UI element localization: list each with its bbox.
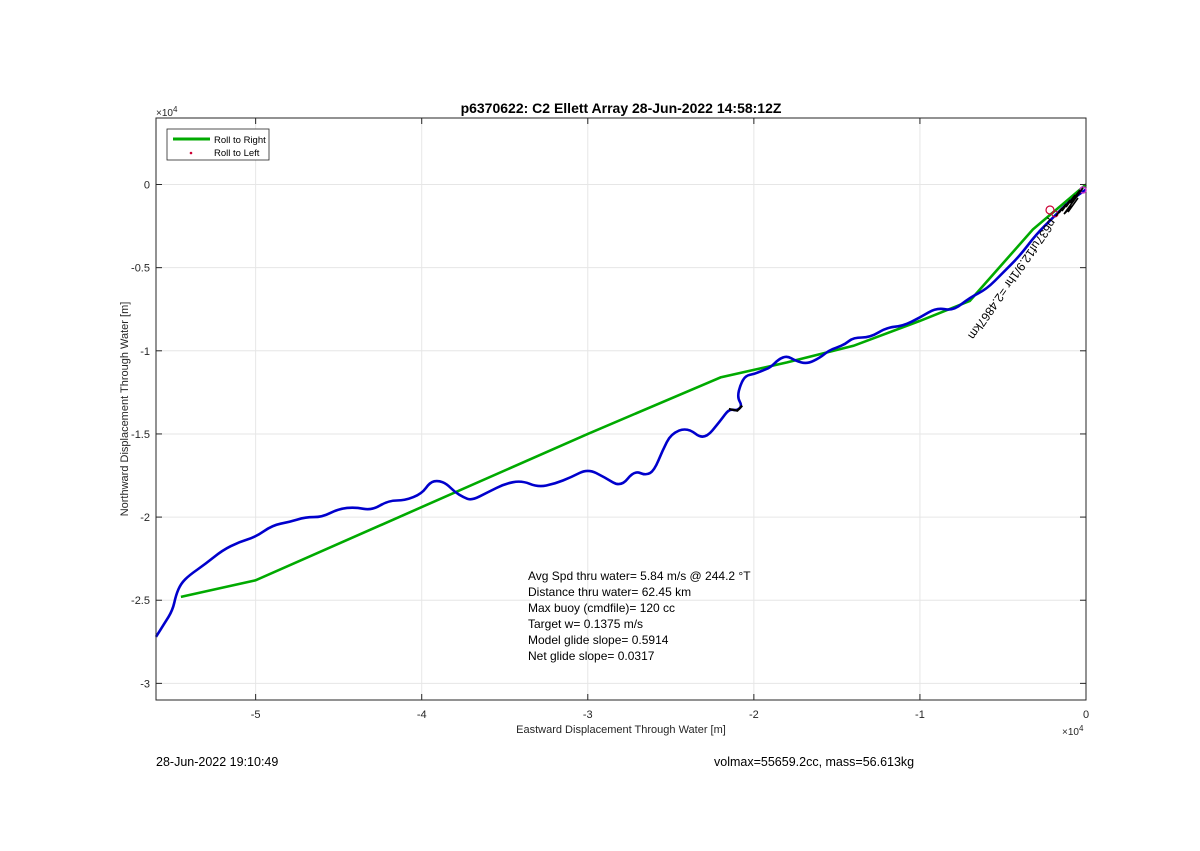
x-tick-label: -5 (251, 709, 261, 721)
y-tick-label: -1.5 (131, 429, 150, 441)
y-exponent-label: ×104 (156, 105, 178, 119)
start-cluster-markers (1045, 186, 1087, 218)
stats-line-net-glide: Net glide slope= 0.0317 (528, 649, 655, 663)
chart-title: p6370622: C2 Ellett Array 28-Jun-2022 14… (461, 100, 782, 116)
stats-line-max-buoy: Max buoy (cmdfile)= 120 cc (528, 601, 675, 615)
footer-volmax-mass: volmax=55659.2cc, mass=56.613kg (714, 755, 915, 769)
legend-box (166, 128, 270, 161)
stats-line-distance: Distance thru water= 62.45 km (528, 585, 691, 599)
legend-roll-left-label: Roll to Left (214, 148, 260, 159)
ticks-layer: -5 -4 -3 -2 -1 0 0 -0.5 -1 -1.5 -2 -2.5 -3 (131, 118, 1089, 721)
legend-roll-left-swatch (189, 151, 193, 155)
y-tick-label: -2.5 (131, 595, 150, 607)
y-tick-label: -1 (140, 346, 150, 358)
series-track-line (154, 188, 1087, 638)
rotated-segment-label: p637uf12.9/1hr =2.4867km (965, 216, 1059, 342)
y-tick-label: -2 (140, 512, 150, 524)
y-tick-label: -3 (140, 678, 150, 690)
x-tick-label: -4 (417, 709, 427, 721)
series-track-dark-segment (728, 404, 743, 412)
start-cluster-scribble (1055, 187, 1084, 217)
legend-roll-right-label: Roll to Right (214, 135, 266, 146)
x-tick-label: 0 (1083, 709, 1089, 721)
plot-area-frame (155, 117, 1087, 701)
x-axis-label: Eastward Displacement Through Water [m] (516, 724, 726, 736)
footer-timestamp: 28-Jun-2022 19:10:49 (156, 755, 279, 769)
y-tick-label: 0 (144, 180, 150, 192)
stats-line-target-w: Target w= 0.1375 m/s (528, 617, 643, 631)
x-tick-label: -3 (583, 709, 593, 721)
stats-line-avg-speed: Avg Spd thru water= 5.84 m/s @ 244.2 °T (528, 569, 751, 583)
x-tick-label: -2 (749, 709, 759, 721)
y-axis-label: Northward Displacement Through Water [m] (119, 302, 131, 517)
series-roll-right-line (180, 183, 1087, 599)
series-layer (154, 183, 1087, 638)
stats-line-model-glide: Model glide slope= 0.5914 (528, 633, 669, 647)
stats-annotation: Avg Spd thru water= 5.84 m/s @ 244.2 °T … (528, 569, 751, 663)
x-tick-label: -1 (915, 709, 925, 721)
x-exponent-label: ×104 (1062, 724, 1084, 738)
legend: Roll to Right Roll to Left (166, 128, 270, 161)
y-tick-label: -0.5 (131, 263, 150, 275)
start-marker-ring (1045, 205, 1055, 215)
